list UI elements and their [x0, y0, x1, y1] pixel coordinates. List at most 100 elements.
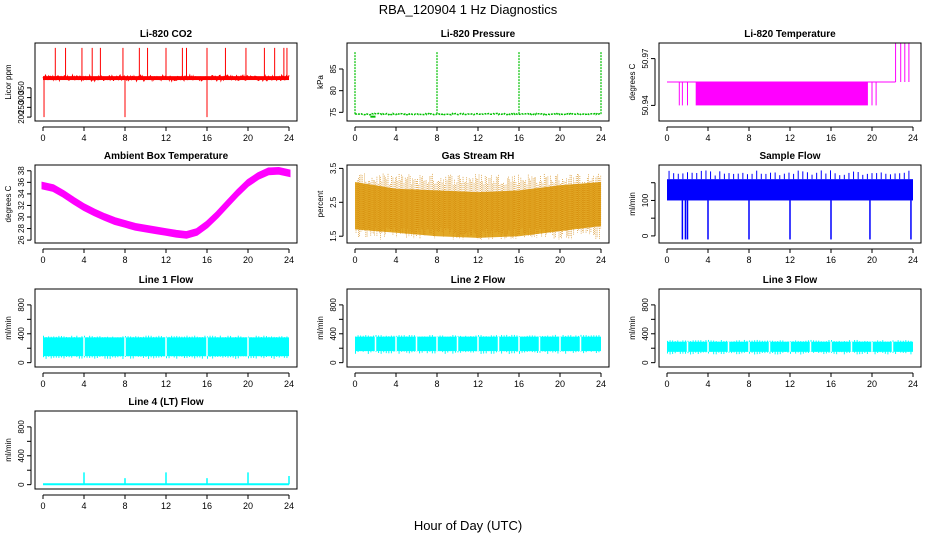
y-tick-label: 32 [17, 200, 26, 209]
series-line4 [43, 472, 290, 486]
series-ambient [41, 166, 291, 239]
x-tick-label: 8 [434, 133, 439, 143]
x-tick-label: 16 [202, 379, 212, 389]
y-tick-label: 800 [17, 298, 26, 312]
chart-rh: Gas Stream RH 0 4 8 12 16 20 24 1.5 2.5 3.5 percent [316, 151, 610, 265]
x-tick-label: 8 [746, 379, 751, 389]
x-tick-label: 24 [284, 501, 294, 511]
y-axis-label: Licor ppm [4, 64, 13, 99]
x-tick-label: 0 [40, 501, 45, 511]
chart-title: Line 4 (LT) Flow [128, 397, 204, 408]
x-tick-label: 20 [243, 255, 253, 265]
y-axis-label: ml/min [4, 438, 13, 462]
plot-frame [346, 42, 610, 122]
x-tick-label: 4 [81, 501, 86, 511]
y-tick-label: 400 [17, 327, 26, 341]
y-tick-label: 250 [17, 100, 26, 114]
x-tick-label: 24 [596, 133, 606, 143]
x-tick-label: 0 [664, 255, 669, 265]
y-axis-label: ml/min [316, 316, 325, 340]
x-tick-label: 24 [284, 133, 294, 143]
x-tick-label: 4 [81, 379, 86, 389]
chart-line3: Line 3 Flow 0 4 8 12 16 20 24 0 400 800 ml/min [628, 275, 922, 389]
chart-title: Line 1 Flow [139, 275, 194, 286]
x-tick-label: 8 [434, 379, 439, 389]
x-tick-label: 16 [826, 379, 836, 389]
chart-title: Sample Flow [759, 151, 820, 162]
x-tick-label: 16 [202, 255, 212, 265]
chart-title: Line 2 Flow [451, 275, 506, 286]
x-tick-label: 24 [284, 379, 294, 389]
figure-title: RBA_120904 1 Hz Diagnostics [378, 2, 558, 17]
x-tick-label: 20 [243, 379, 253, 389]
chart-title: Li-820 CO2 [140, 29, 193, 40]
plot-frame [658, 164, 922, 244]
x-tick-label: 8 [122, 255, 127, 265]
chart-title: Gas Stream RH [442, 151, 515, 162]
series-line3 [667, 339, 913, 355]
x-tick-label: 12 [473, 379, 483, 389]
y-axis-label: ml/min [628, 316, 637, 340]
x-tick-label: 12 [473, 133, 483, 143]
x-tick-label: 4 [705, 379, 710, 389]
y-axis-label: degrees C [4, 185, 13, 222]
x-tick-label: 24 [908, 255, 918, 265]
x-tick-label: 20 [243, 133, 253, 143]
x-tick-label: 12 [161, 379, 171, 389]
y-tick-label: 800 [329, 298, 338, 312]
x-tick-label: 0 [40, 379, 45, 389]
chart-title: Ambient Box Temperature [104, 151, 229, 162]
plot-frame [658, 288, 922, 368]
y-tick-label: 85 [329, 64, 338, 73]
y-tick-label: 0 [641, 233, 650, 238]
series-sample_flow [667, 170, 913, 240]
x-tick-label: 16 [202, 133, 212, 143]
x-tick-label: 0 [40, 133, 45, 143]
x-tick-label: 0 [352, 133, 357, 143]
plot-frame [34, 42, 298, 122]
y-tick-label: 36 [17, 177, 26, 186]
x-tick-label: 4 [705, 133, 710, 143]
y-tick-label: 800 [641, 298, 650, 312]
y-tick-label: 50.97 [641, 48, 650, 69]
y-tick-label: 28 [17, 224, 26, 233]
x-tick-label: 20 [867, 133, 877, 143]
y-tick-label: 0 [641, 360, 650, 365]
y-tick-label: 200 [17, 110, 26, 124]
y-axis-label: degrees C [628, 63, 637, 100]
x-tick-label: 24 [284, 255, 294, 265]
x-tick-label: 24 [908, 133, 918, 143]
x-tick-label: 24 [596, 255, 606, 265]
x-tick-label: 4 [81, 133, 86, 143]
y-tick-label: 80 [329, 86, 338, 95]
x-tick-label: 4 [81, 255, 86, 265]
y-axis-label: ml/min [4, 316, 13, 340]
series-line2 [355, 334, 601, 354]
x-tick-label: 0 [664, 133, 669, 143]
series-temperature [667, 43, 913, 106]
y-tick-label: 50.94 [641, 95, 650, 116]
x-tick-label: 12 [161, 133, 171, 143]
x-tick-label: 20 [867, 255, 877, 265]
y-tick-label: 1.5 [329, 230, 338, 242]
y-tick-label: 3.5 [329, 162, 338, 174]
chart-sample_flow: Sample Flow 0 4 8 12 16 20 24 0 100 ml/min [628, 151, 922, 265]
y-tick-label: 350 [17, 81, 26, 95]
x-tick-label: 0 [352, 255, 357, 265]
x-tick-label: 8 [122, 379, 127, 389]
x-tick-label: 8 [746, 133, 751, 143]
x-tick-label: 12 [785, 379, 795, 389]
pressure-line [354, 112, 601, 116]
x-tick-label: 12 [161, 255, 171, 265]
plot-frame [658, 42, 922, 122]
x-tick-label: 12 [473, 255, 483, 265]
y-tick-label: 400 [17, 449, 26, 463]
y-tick-label: 30 [17, 212, 26, 221]
x-tick-label: 20 [555, 133, 565, 143]
y-tick-label: 0 [17, 360, 26, 365]
y-tick-label: 38 [17, 166, 26, 175]
figure-xlabel: Hour of Day (UTC) [413, 518, 523, 533]
x-tick-label: 4 [393, 133, 398, 143]
